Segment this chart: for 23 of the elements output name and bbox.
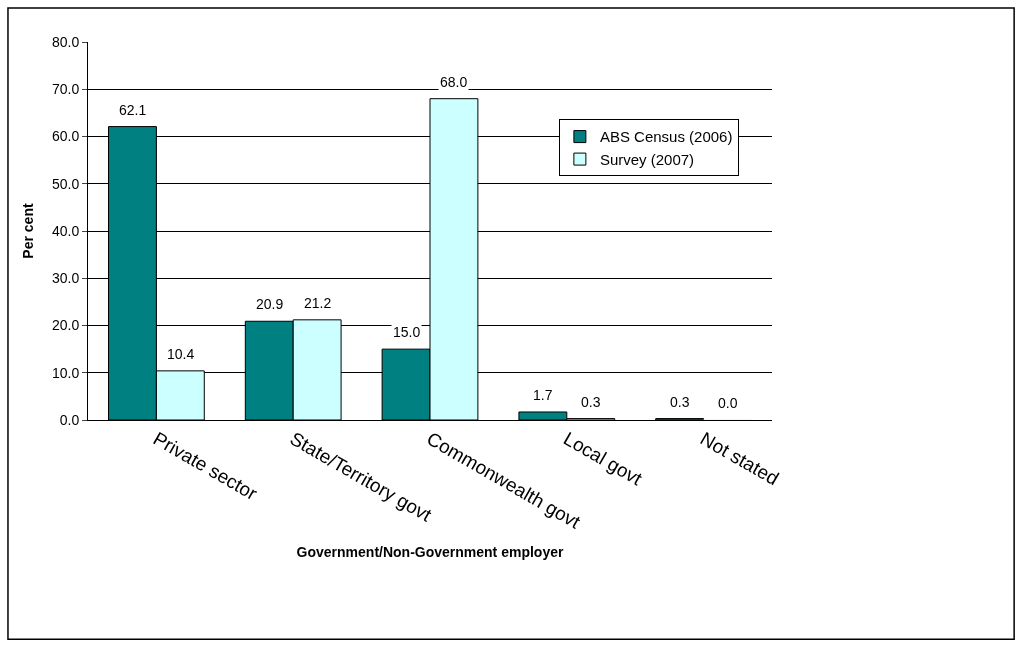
y-tick-label: 80.0 — [51, 33, 80, 50]
data-label: 1.7 — [533, 387, 553, 403]
x-axis-title: Government/Non-Government employer — [296, 544, 564, 561]
legend-label: Survey (2007) — [599, 150, 695, 168]
data-label: 62.1 — [119, 102, 147, 118]
y-tick-label: 70.0 — [51, 81, 80, 98]
y-tick-label: 50.0 — [51, 175, 80, 192]
y-tick-label: 0.0 — [59, 411, 80, 428]
y-tick-label: 40.0 — [51, 222, 80, 239]
y-tick-label: 10.0 — [51, 364, 80, 381]
data-label: 21.2 — [304, 295, 332, 311]
data-label: 15.0 — [393, 324, 421, 340]
data-label: 68.0 — [440, 74, 468, 90]
data-label: 0.3 — [670, 394, 690, 410]
data-label: 20.9 — [256, 296, 284, 312]
y-tick-label: 30.0 — [51, 270, 80, 287]
y-axis-title: Per cent — [19, 203, 36, 259]
legend-label: ABS Census (2006) — [599, 128, 733, 146]
data-label: 10.4 — [167, 346, 195, 362]
data-label: 0.3 — [581, 394, 601, 410]
y-tick-label: 60.0 — [51, 128, 80, 145]
y-tick-label: 20.0 — [51, 317, 80, 334]
data-label: 0.0 — [718, 395, 738, 411]
